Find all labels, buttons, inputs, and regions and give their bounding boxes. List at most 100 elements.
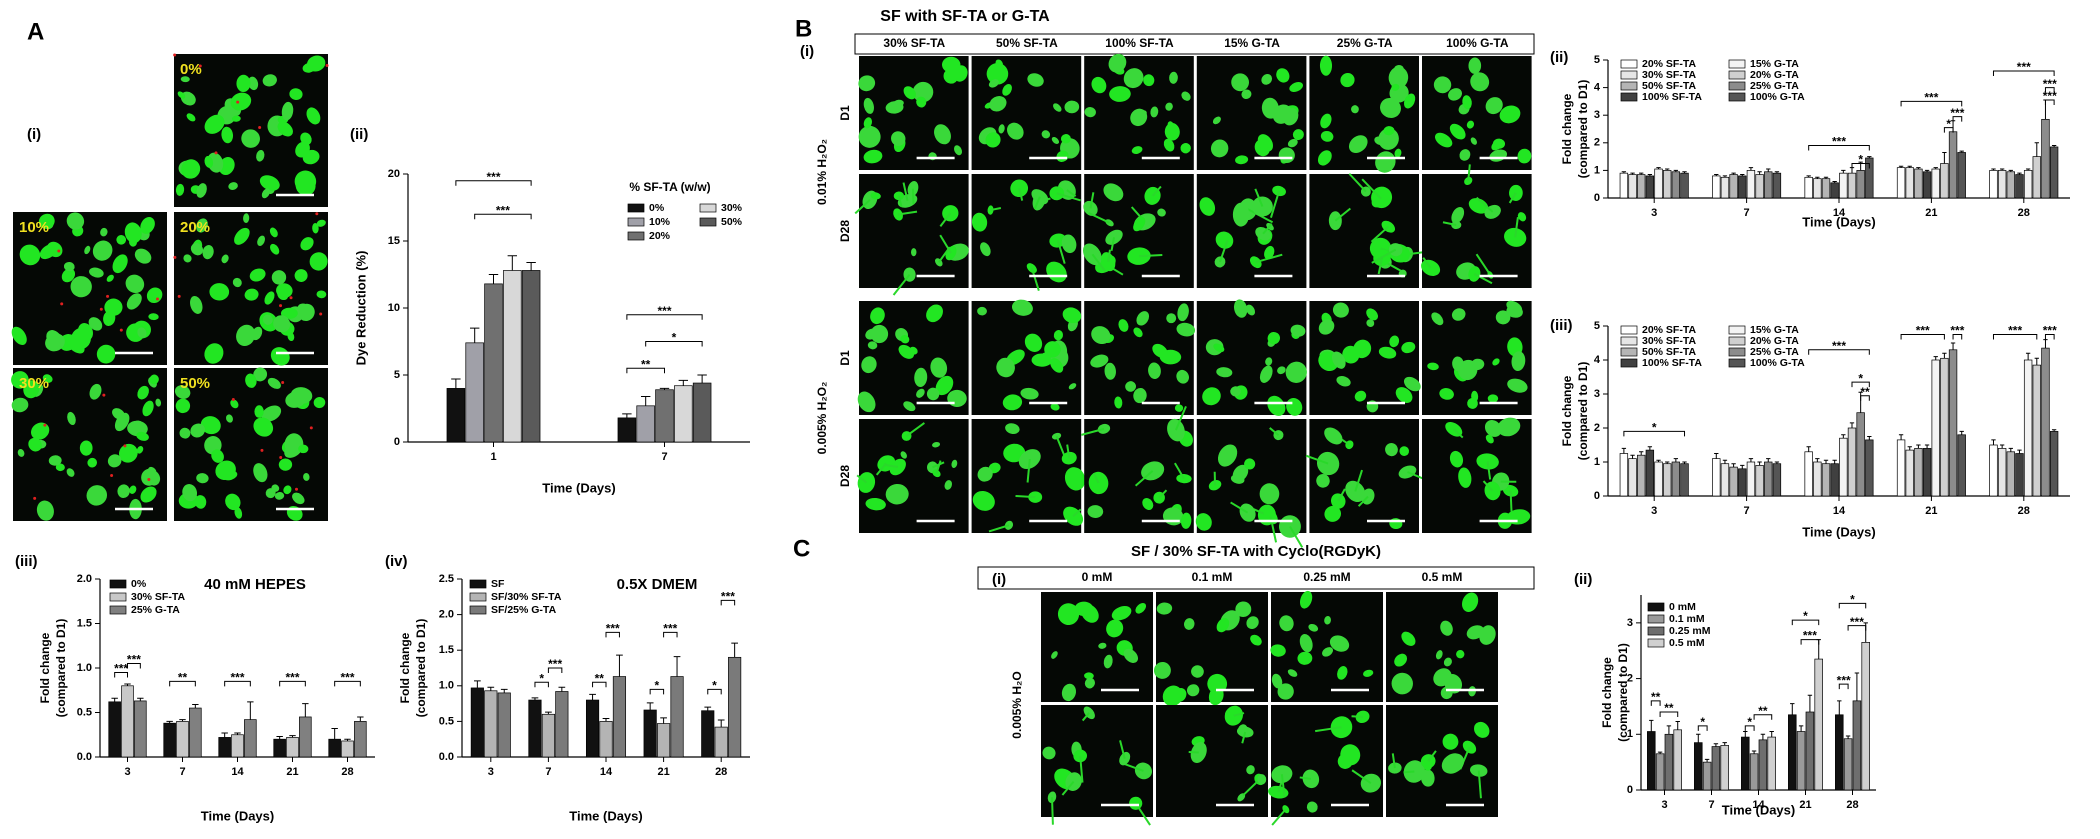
bar <box>1694 742 1703 791</box>
cell <box>1244 458 1256 470</box>
cell-process <box>1357 495 1369 507</box>
bar <box>1788 714 1797 791</box>
cell <box>1399 446 1410 456</box>
error-bar <box>2051 145 2057 147</box>
cell <box>1257 134 1273 152</box>
cell <box>1366 308 1379 321</box>
cell <box>1299 633 1313 653</box>
cell <box>261 188 270 199</box>
bar <box>299 716 312 758</box>
cell <box>309 252 328 271</box>
bar <box>2023 359 2033 497</box>
legend-swatch <box>1620 336 1638 346</box>
bar <box>484 283 503 443</box>
error-bar <box>1807 694 1813 712</box>
y-tick-label: 1 <box>1594 164 1600 176</box>
cell <box>1439 388 1454 400</box>
x-tick-label: 3 <box>1661 799 1667 811</box>
bar <box>1755 465 1764 497</box>
cell-process <box>1371 248 1397 264</box>
cell <box>114 412 130 432</box>
cell <box>988 79 999 88</box>
cell <box>1153 661 1171 679</box>
bar <box>1957 434 1966 497</box>
cell <box>1064 467 1086 491</box>
cell-process <box>937 246 951 263</box>
cell <box>1484 419 1502 437</box>
bar <box>1772 463 1782 497</box>
error-bar <box>1757 461 1762 466</box>
significance-label: *** <box>340 671 354 685</box>
error-bar <box>1757 171 1762 175</box>
error-bar <box>1657 751 1663 754</box>
speck <box>99 307 103 311</box>
bar <box>484 690 498 758</box>
legend-swatch <box>1647 626 1665 636</box>
error-bar <box>1907 446 1912 451</box>
significance-label: * <box>1850 593 1855 607</box>
legend-swatch <box>1647 614 1665 624</box>
cell <box>1316 473 1330 488</box>
cell-process <box>892 273 911 296</box>
cell <box>1449 123 1466 140</box>
bar <box>1796 731 1806 791</box>
significance-bracket <box>592 681 607 688</box>
bar <box>612 676 627 758</box>
significance-label: *** <box>663 622 677 636</box>
cell <box>1435 650 1443 660</box>
cell <box>1135 602 1147 614</box>
error-bar <box>622 413 632 418</box>
x-tick-label: 1 <box>490 451 496 463</box>
micrograph <box>1196 174 1307 288</box>
cell-process <box>1422 257 1432 269</box>
cell <box>126 293 142 310</box>
cell <box>1277 683 1294 700</box>
bar <box>1628 458 1637 497</box>
error-bar <box>1740 174 1745 176</box>
cell <box>1020 387 1039 400</box>
error-bar <box>526 261 536 271</box>
cell <box>134 248 152 264</box>
cell <box>1091 326 1111 345</box>
panel-label: (iii) <box>1550 317 1573 334</box>
bar <box>1989 170 1998 199</box>
legend-label: 25% G-TA <box>131 604 180 616</box>
cell <box>200 416 221 435</box>
error-bar <box>1751 750 1757 754</box>
cell <box>1462 95 1472 110</box>
cell <box>1176 322 1196 337</box>
cell <box>316 219 326 227</box>
bar <box>1914 448 1923 497</box>
error-bar <box>1731 172 1736 175</box>
cell <box>245 373 257 388</box>
cell-process <box>1230 501 1249 514</box>
cell <box>1506 305 1523 318</box>
significance-bracket <box>1860 395 1870 401</box>
error-bar <box>589 693 596 701</box>
cell <box>86 485 108 506</box>
cell <box>1391 83 1400 91</box>
cell <box>257 235 266 246</box>
error-bar <box>1704 758 1710 763</box>
cell <box>1261 73 1273 85</box>
legend-swatch <box>469 592 487 602</box>
cell <box>125 274 145 294</box>
cell <box>1495 310 1511 325</box>
speck <box>173 255 177 259</box>
bar <box>1997 170 2007 199</box>
error-bar <box>1933 167 1938 170</box>
error-bar <box>1766 168 1771 172</box>
micrograph <box>1271 705 1383 817</box>
significance-bracket <box>114 671 128 678</box>
x-tick-label: 28 <box>715 766 727 778</box>
cell <box>1395 387 1413 404</box>
column-label: 25% G-TA <box>1337 36 1393 50</box>
cell-process <box>1334 207 1351 222</box>
cell <box>1157 208 1166 217</box>
legend-label: 50% SF-TA <box>1642 80 1696 92</box>
cell <box>1504 110 1515 119</box>
legend-swatch <box>1728 70 1746 80</box>
column-label: 0 mM <box>1082 570 1113 584</box>
legend-label: SF/30% SF-TA <box>491 591 562 603</box>
y-tick-label: 2.0 <box>439 609 454 621</box>
